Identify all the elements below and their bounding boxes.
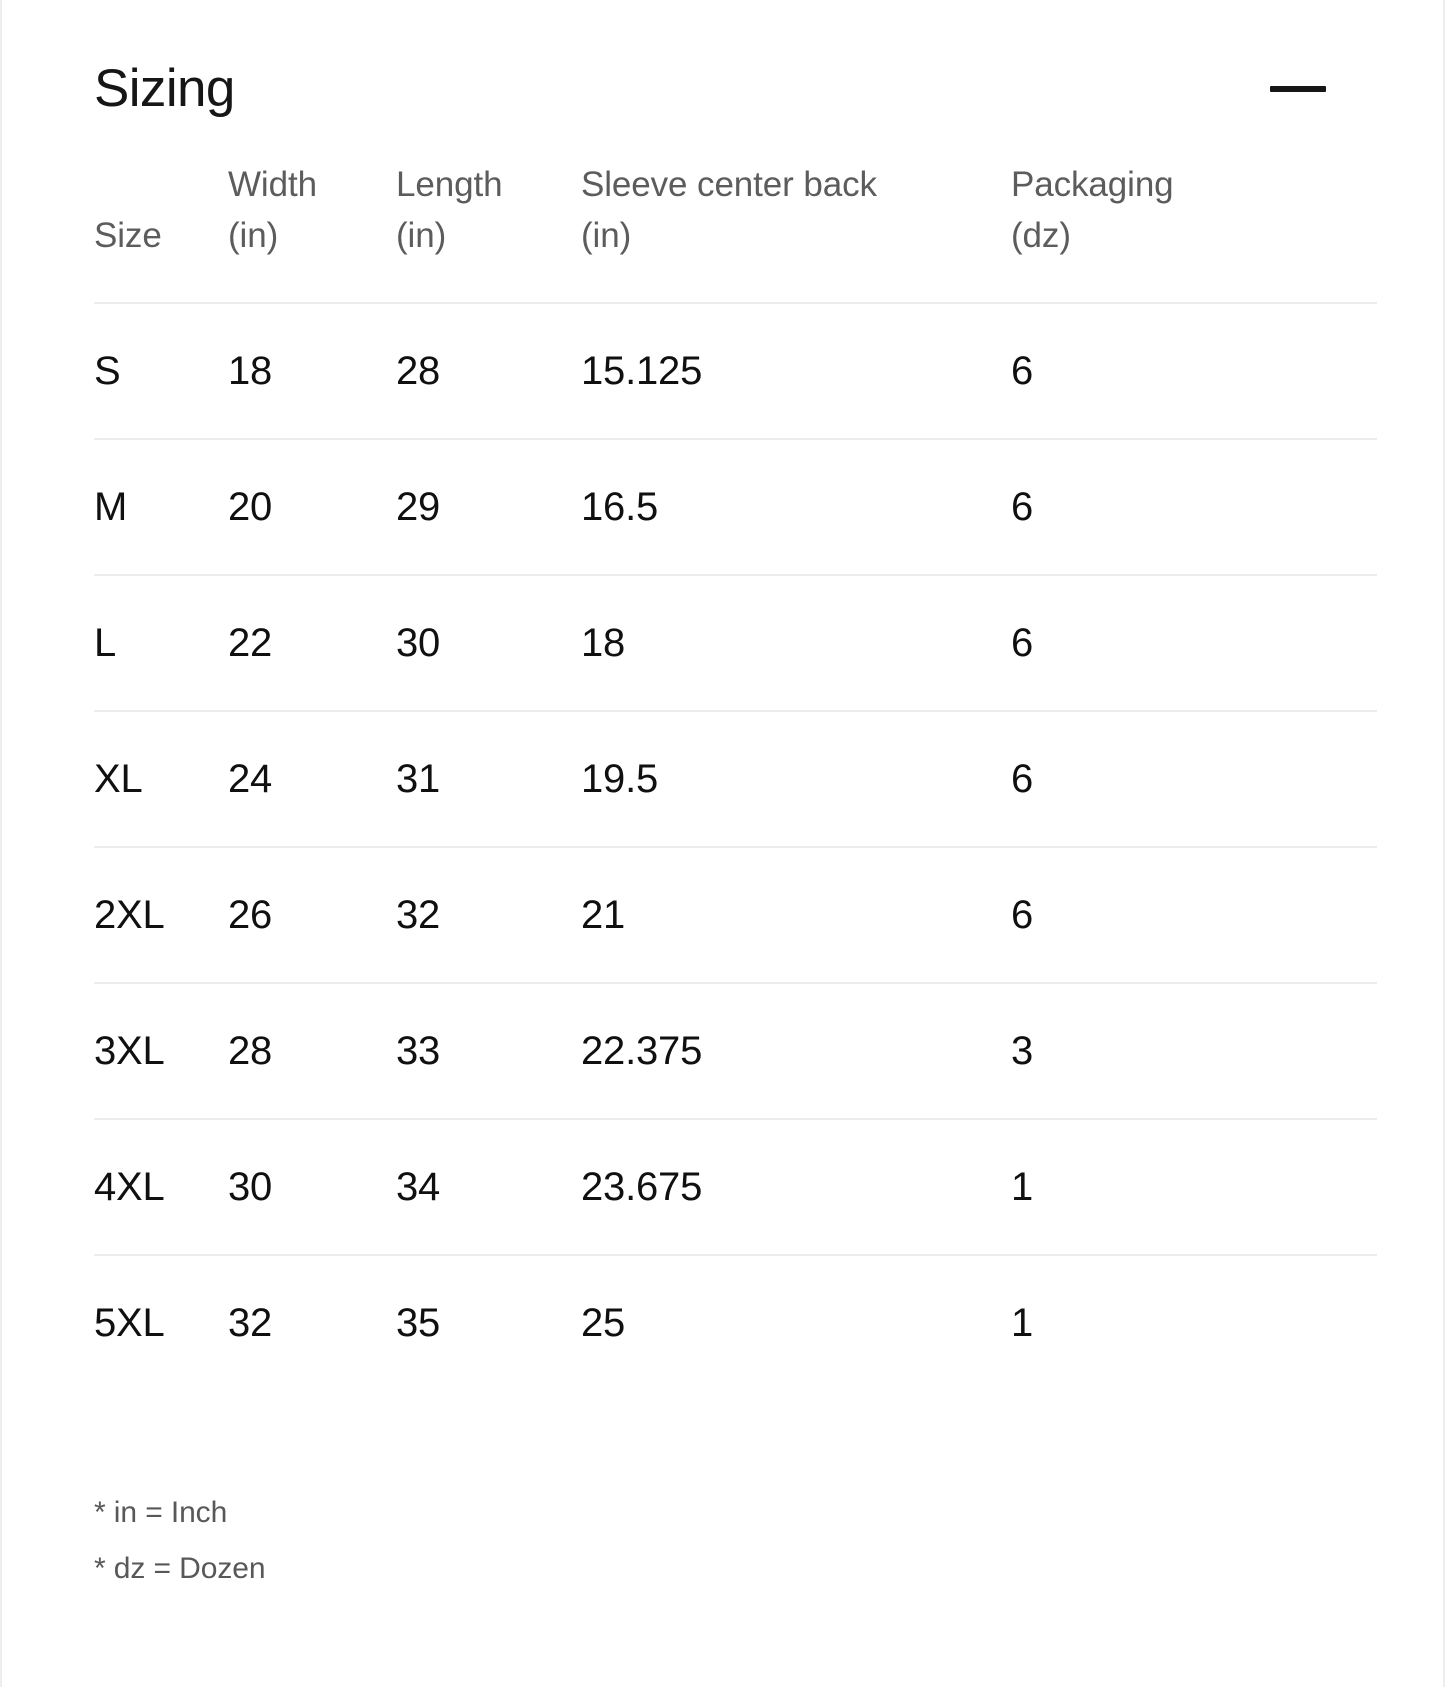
cell-sleeve: 15.125: [581, 301, 1011, 439]
table-row: 3XL 28 33 22.375 3: [94, 981, 1377, 1119]
cell-packaging: 3: [1011, 981, 1377, 1119]
cell-length: 34: [396, 1117, 581, 1255]
cell-width: 30: [228, 1117, 396, 1255]
footnote-inch: * in = Inch: [94, 1496, 228, 1529]
cell-packaging: 6: [1011, 709, 1377, 847]
sizing-table: Size Width (in) Length (in) Sleeve cente…: [94, 160, 1377, 1390]
cell-packaging: 6: [1011, 845, 1377, 983]
cell-size: 4XL: [94, 1117, 228, 1255]
cell-sleeve: 16.5: [581, 437, 1011, 575]
table-row: XL 24 31 19.5 6: [94, 709, 1377, 847]
panel-header: Sizing: [94, 46, 1327, 132]
cell-packaging: 1: [1011, 1117, 1377, 1255]
footnote-dozen: * dz = Dozen: [94, 1551, 266, 1585]
cell-sleeve: 25: [581, 1253, 1011, 1390]
column-header-size: Size: [94, 160, 228, 303]
cell-packaging: 6: [1011, 573, 1377, 711]
collapse-panel-button[interactable]: [1269, 69, 1327, 109]
column-header-length: Length (in): [396, 160, 581, 303]
cell-width: 32: [228, 1253, 396, 1390]
cell-width: 28: [228, 981, 396, 1119]
cell-length: 28: [396, 301, 581, 439]
column-header-packaging-unit: (dz): [1011, 215, 1071, 255]
footnotes: * in = Inch * dz = Dozen: [94, 1485, 794, 1596]
column-header-length-unit: (in): [396, 215, 447, 255]
column-header-size-label: Size: [94, 215, 162, 255]
cell-size: L: [94, 573, 228, 711]
cell-width: 22: [228, 573, 396, 711]
table-row: L 22 30 18 6: [94, 573, 1377, 711]
table-row: 4XL 30 34 23.675 1: [94, 1117, 1377, 1255]
cell-size: S: [94, 301, 228, 439]
cell-sleeve: 21: [581, 845, 1011, 983]
page-title: Sizing: [94, 58, 235, 118]
column-header-packaging-label: Packaging: [1011, 165, 1174, 204]
column-header-sleeve-label: Sleeve center back: [581, 165, 877, 204]
table-row: 2XL 26 32 21 6: [94, 845, 1377, 983]
cell-sleeve: 18: [581, 573, 1011, 711]
cell-sleeve: 22.375: [581, 981, 1011, 1119]
table-header-row: Size Width (in) Length (in) Sleeve cente…: [94, 160, 1377, 303]
cell-width: 24: [228, 709, 396, 847]
cell-length: 31: [396, 709, 581, 847]
cell-packaging: 1: [1011, 1253, 1377, 1390]
cell-length: 35: [396, 1253, 581, 1390]
column-header-sleeve-unit: (in): [581, 215, 632, 255]
column-header-width: Width (in): [228, 160, 396, 303]
table-body: S 18 28 15.125 6 M 20 29 16.5 6 L 22 30 …: [94, 301, 1377, 1390]
cell-size: 5XL: [94, 1253, 228, 1390]
column-header-packaging: Packaging (dz): [1011, 160, 1377, 303]
cell-width: 20: [228, 437, 396, 575]
column-header-width-label: Width: [228, 165, 317, 204]
cell-size: M: [94, 437, 228, 575]
table-row: M 20 29 16.5 6: [94, 437, 1377, 575]
cell-size: 2XL: [94, 845, 228, 983]
cell-packaging: 6: [1011, 301, 1377, 439]
table-row: 5XL 32 35 25 1: [94, 1253, 1377, 1390]
cell-packaging: 6: [1011, 437, 1377, 575]
cell-width: 26: [228, 845, 396, 983]
cell-length: 30: [396, 573, 581, 711]
table-row: S 18 28 15.125 6: [94, 301, 1377, 439]
cell-width: 18: [228, 301, 396, 439]
column-header-width-unit: (in): [228, 215, 279, 255]
column-header-length-label: Length: [396, 165, 503, 204]
column-header-sleeve-center-back: Sleeve center back (in): [581, 160, 1011, 303]
minus-icon: [1270, 86, 1326, 92]
cell-length: 32: [396, 845, 581, 983]
cell-length: 33: [396, 981, 581, 1119]
cell-size: XL: [94, 709, 228, 847]
cell-sleeve: 23.675: [581, 1117, 1011, 1255]
cell-size: 3XL: [94, 981, 228, 1119]
cell-sleeve: 19.5: [581, 709, 1011, 847]
cell-length: 29: [396, 437, 581, 575]
